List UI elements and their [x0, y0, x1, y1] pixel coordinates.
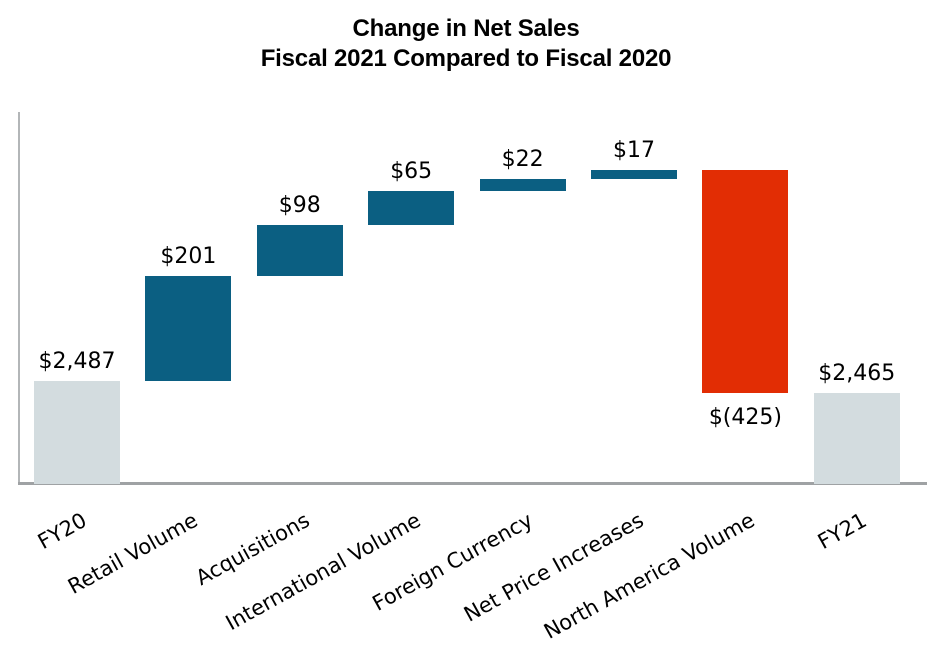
bar-north-america-volume	[702, 170, 789, 393]
value-label-net-price-increases: $17	[613, 138, 655, 164]
chart-title: Change in Net Sales Fiscal 2021 Compared…	[0, 14, 932, 74]
value-label-fy20: $2,487	[38, 349, 116, 375]
bar-foreign-currency	[479, 179, 566, 191]
bar-international-volume	[368, 190, 455, 225]
value-label-north-america-volume: $(425)	[708, 404, 782, 430]
chart-title-line2: Fiscal 2021 Compared to Fiscal 2020	[260, 45, 672, 72]
x-axis-line	[18, 482, 927, 485]
value-label-acquisitions: $98	[278, 192, 321, 218]
bar-fy21	[813, 392, 900, 484]
value-label-international-volume: $65	[390, 158, 433, 184]
bar-net-price-increases	[591, 170, 677, 180]
y-axis-line	[18, 112, 20, 484]
value-label-retail-volume: $201	[160, 244, 217, 270]
bar-acquisitions	[256, 224, 343, 277]
value-label-foreign-currency: $22	[501, 147, 544, 173]
chart-title-line1: Change in Net Sales	[352, 15, 580, 42]
value-label-fy21: $2,465	[818, 360, 896, 386]
bar-retail-volume	[145, 276, 232, 382]
bar-fy20	[34, 381, 120, 484]
